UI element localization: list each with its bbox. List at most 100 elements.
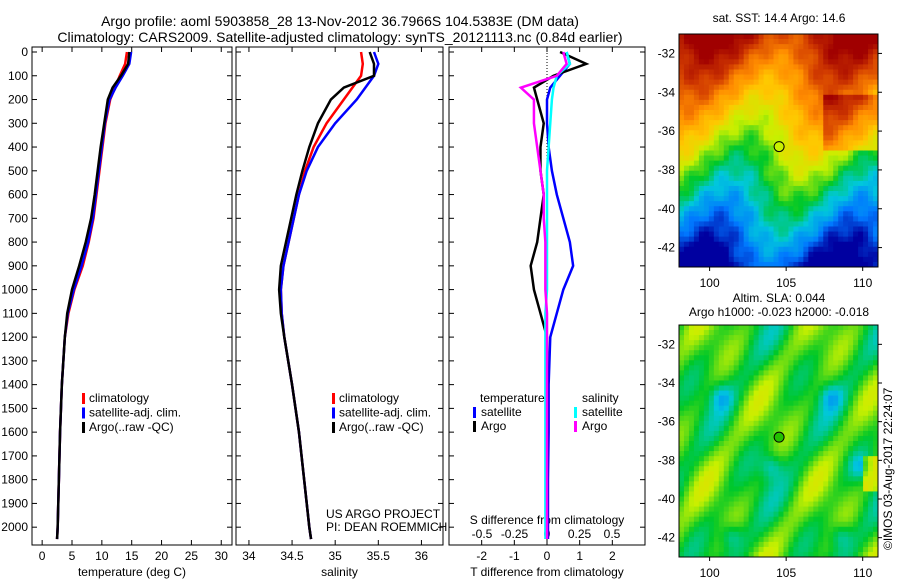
map-cell [743, 531, 750, 538]
map-cell [808, 79, 814, 86]
map-cell [718, 34, 725, 40]
map-cell [798, 170, 804, 177]
map-cell [723, 79, 730, 86]
map-cell [768, 491, 775, 497]
map-cell [818, 531, 824, 538]
map-cell [718, 89, 725, 96]
map-cell [723, 370, 730, 376]
map-cell [848, 456, 854, 462]
map-cell [679, 380, 685, 387]
map-cell [753, 335, 760, 341]
map-cell [788, 345, 794, 351]
map-cell [703, 165, 710, 172]
map-cell [758, 471, 765, 477]
map-cell [753, 461, 760, 467]
map-cell [703, 471, 710, 477]
map-cell [698, 79, 705, 86]
map-cell [793, 385, 799, 392]
map-cell [783, 526, 789, 533]
map-cell [698, 355, 705, 361]
map-cell [693, 211, 700, 217]
map-cell [843, 79, 849, 86]
map-cell [683, 365, 690, 371]
map-cell [803, 160, 809, 167]
map-cell [698, 350, 705, 356]
map-cell [803, 365, 809, 371]
map-cell [683, 44, 690, 50]
map-cell [679, 390, 685, 397]
map-cell [808, 415, 814, 422]
map-cell [853, 536, 859, 543]
map-cell [803, 360, 809, 366]
map-cell [723, 541, 730, 548]
map-cell [733, 345, 740, 351]
map-cell [728, 261, 735, 268]
map-cell [773, 350, 779, 356]
map-cell [693, 180, 700, 187]
map-cell [813, 501, 819, 508]
map-cell [828, 476, 834, 482]
map-cell [698, 39, 705, 45]
map-cell [808, 246, 814, 253]
map-cell [808, 170, 814, 177]
map-cell [743, 206, 750, 212]
map-cell [778, 241, 784, 248]
map-cell [868, 39, 874, 45]
map-cell [823, 44, 829, 50]
map-cell [718, 155, 725, 162]
map-cell [728, 140, 735, 146]
map-cell [679, 451, 685, 457]
map-cell [828, 175, 834, 182]
map-cell [768, 365, 775, 371]
map-cell [733, 441, 740, 447]
map-cell [798, 241, 804, 248]
map-cell [843, 150, 849, 157]
map-cell [723, 451, 730, 457]
map-cell [713, 415, 720, 422]
map-cell [803, 206, 809, 212]
map-cell [723, 104, 730, 111]
map-cell [863, 69, 869, 76]
map-cell [753, 49, 760, 55]
map-cell [708, 355, 715, 361]
map-cell [778, 54, 784, 60]
map-cell [788, 49, 794, 55]
y-tick-label: 1300 [1, 354, 28, 368]
map-cell [778, 526, 784, 533]
map-cell [828, 201, 834, 207]
map-cell [868, 165, 874, 172]
map-cell [693, 206, 700, 212]
map-cell [823, 481, 829, 487]
map-cell [758, 160, 765, 167]
map-cell [698, 251, 705, 258]
map-cell [703, 466, 710, 472]
map-cell [733, 236, 740, 243]
map-cell [843, 496, 849, 503]
map-cell [688, 175, 695, 182]
map-cell [848, 526, 854, 533]
map-cell [868, 49, 874, 55]
map-cell [723, 521, 730, 528]
map-cell [753, 491, 760, 497]
series-line-climatology [279, 51, 365, 540]
map-cell [738, 201, 745, 207]
map-cell [823, 471, 829, 477]
map-cell [853, 365, 859, 371]
map-cell [763, 350, 770, 356]
map-cell [753, 231, 760, 238]
map-cell [868, 170, 874, 177]
map-cell [728, 125, 735, 131]
map-cell [823, 410, 829, 417]
map-cell [698, 400, 705, 407]
map-cell [868, 531, 874, 538]
map-cell [843, 531, 849, 538]
map-cell [808, 180, 814, 187]
map-cell [718, 211, 725, 217]
map-cell [713, 201, 720, 207]
map-cell [833, 461, 839, 467]
map-cell [868, 430, 874, 437]
map-cell [828, 59, 834, 65]
map-cell [873, 145, 879, 151]
map-cell [679, 109, 685, 116]
map-cell [843, 546, 849, 553]
